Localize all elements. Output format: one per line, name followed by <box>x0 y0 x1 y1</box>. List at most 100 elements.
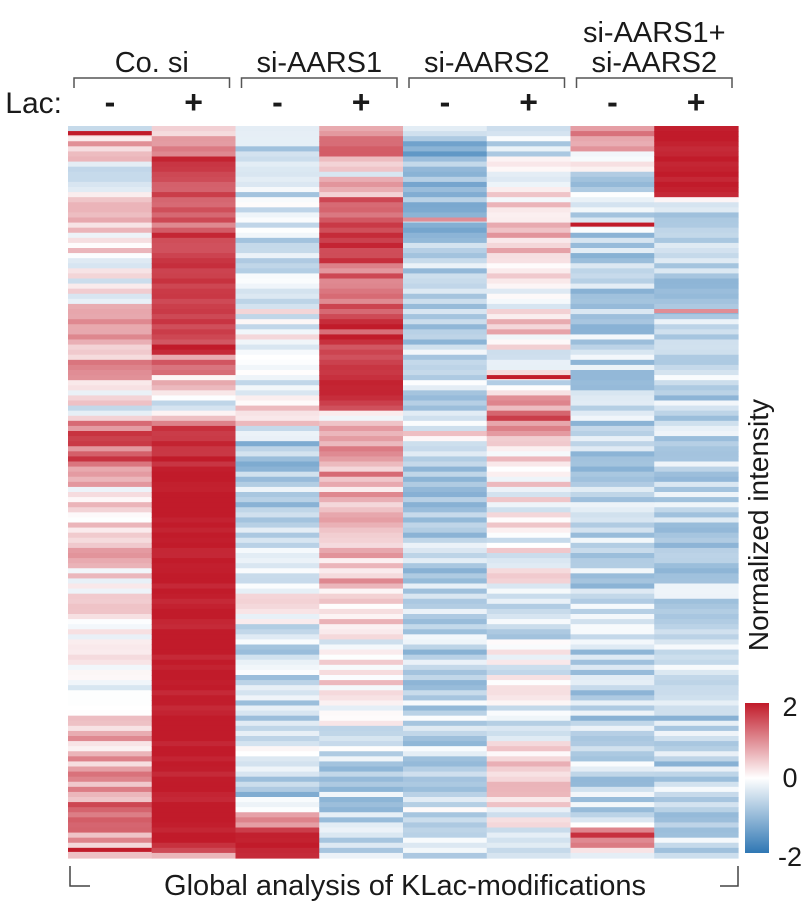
heatmap-cell <box>486 771 572 778</box>
heatmap-cell <box>68 486 153 493</box>
heatmap-cell <box>68 746 153 752</box>
heatmap-cell <box>570 547 655 554</box>
heatmap-cell <box>486 451 572 458</box>
heatmap-cell <box>654 756 739 763</box>
heatmap-cell <box>486 791 572 798</box>
heatmap-cell <box>319 390 404 397</box>
heatmap-cell <box>570 466 655 473</box>
heatmap-cell <box>654 553 739 559</box>
heatmap-cell <box>68 187 153 193</box>
heatmap-cell <box>319 420 404 427</box>
heatmap-cell <box>68 303 153 310</box>
heatmap-cell <box>151 166 237 173</box>
heatmap-cell <box>68 354 153 361</box>
heatmap-cell <box>570 786 655 793</box>
heatmap-cell <box>403 298 488 305</box>
heatmap-cell <box>319 553 404 559</box>
heatmap-cell <box>68 822 153 829</box>
heatmap-cell <box>68 593 153 600</box>
heatmap-cell <box>319 161 404 168</box>
heatmap-cell <box>403 822 488 829</box>
heatmap-cell <box>68 476 153 483</box>
heatmap-cell <box>486 797 572 803</box>
heatmap-cell <box>151 568 237 574</box>
heatmap-cell <box>151 420 237 427</box>
heatmap-cell <box>319 303 404 310</box>
heatmap-cell <box>570 812 655 818</box>
heatmap-cell <box>151 329 237 336</box>
heatmap-cell <box>68 578 153 585</box>
heatmap-cell <box>654 791 739 798</box>
heatmap-cell <box>151 415 237 422</box>
heatmap-cell <box>654 400 739 407</box>
heatmap-cell <box>570 512 655 519</box>
heatmap-cell <box>654 736 739 742</box>
heatmap-cell <box>151 730 237 737</box>
group-label: si-AARS2 <box>424 47 550 79</box>
heatmap-cell <box>570 644 655 651</box>
heatmap-cell <box>570 354 655 361</box>
heatmap-cell <box>486 364 572 371</box>
heatmap-cell <box>486 151 572 158</box>
heatmap-cell <box>486 761 572 768</box>
heatmap-cell <box>570 603 655 610</box>
heatmap-cell <box>486 725 572 732</box>
heatmap-cell <box>403 685 488 691</box>
heatmap-cell <box>151 690 237 696</box>
heatmap-cell <box>151 293 237 300</box>
heatmap-cell <box>403 359 488 366</box>
heatmap-cell <box>486 644 572 651</box>
heatmap-cell <box>486 273 572 280</box>
heatmap-cell <box>151 258 237 264</box>
heatmap-cell <box>68 176 153 183</box>
heatmap-cell <box>319 807 404 813</box>
heatmap-cell <box>403 588 488 595</box>
heatmap-cell <box>486 329 572 336</box>
heatmap-cell <box>319 730 404 737</box>
heatmap-cell <box>151 141 237 147</box>
heatmap-cell <box>151 126 237 132</box>
heatmap-cell <box>486 512 572 519</box>
heatmap-cell <box>486 298 572 305</box>
heatmap-cell <box>319 624 404 630</box>
heatmap-cell <box>68 370 153 376</box>
heatmap-cell <box>319 181 404 188</box>
heatmap-cell <box>486 542 572 549</box>
heatmap-cell <box>570 781 655 788</box>
heatmap-cell <box>68 766 153 773</box>
heatmap-cell <box>654 212 739 219</box>
heatmap-cell <box>570 746 655 752</box>
heatmap-cell <box>403 842 488 849</box>
heatmap-cell <box>235 761 320 768</box>
heatmap-cell <box>570 578 655 585</box>
heatmap-cell <box>319 410 404 417</box>
heatmap-cell <box>403 751 488 757</box>
heatmap-cell <box>654 675 739 681</box>
heatmap-cell <box>486 593 572 600</box>
heatmap-cell <box>235 827 320 834</box>
heatmap-cell <box>68 797 153 803</box>
heatmap-cell <box>235 425 320 432</box>
heatmap-cell <box>403 161 488 168</box>
heatmap-cell <box>151 608 237 615</box>
heatmap-cell <box>151 588 237 595</box>
heatmap-cell <box>151 390 237 397</box>
heatmap-cell <box>235 242 320 249</box>
heatmap-cell <box>403 649 488 656</box>
heatmap-cell <box>319 136 404 142</box>
heatmap-cell <box>403 278 488 285</box>
heatmap-cell <box>235 568 320 574</box>
heatmap-cell <box>319 202 404 208</box>
heatmap-cell <box>151 639 237 646</box>
heatmap-cell <box>151 476 237 483</box>
heatmap-cell <box>68 781 153 788</box>
heatmap-cell <box>570 253 655 259</box>
heatmap-cell <box>486 685 572 691</box>
heatmap-cell <box>654 761 739 768</box>
heatmap-cell <box>570 385 655 391</box>
heatmap-cell <box>403 309 488 315</box>
heatmap-cell <box>654 303 739 310</box>
heatmap-cell <box>403 710 488 717</box>
heatmap-cell <box>235 466 320 473</box>
heatmap-cell <box>570 278 655 285</box>
